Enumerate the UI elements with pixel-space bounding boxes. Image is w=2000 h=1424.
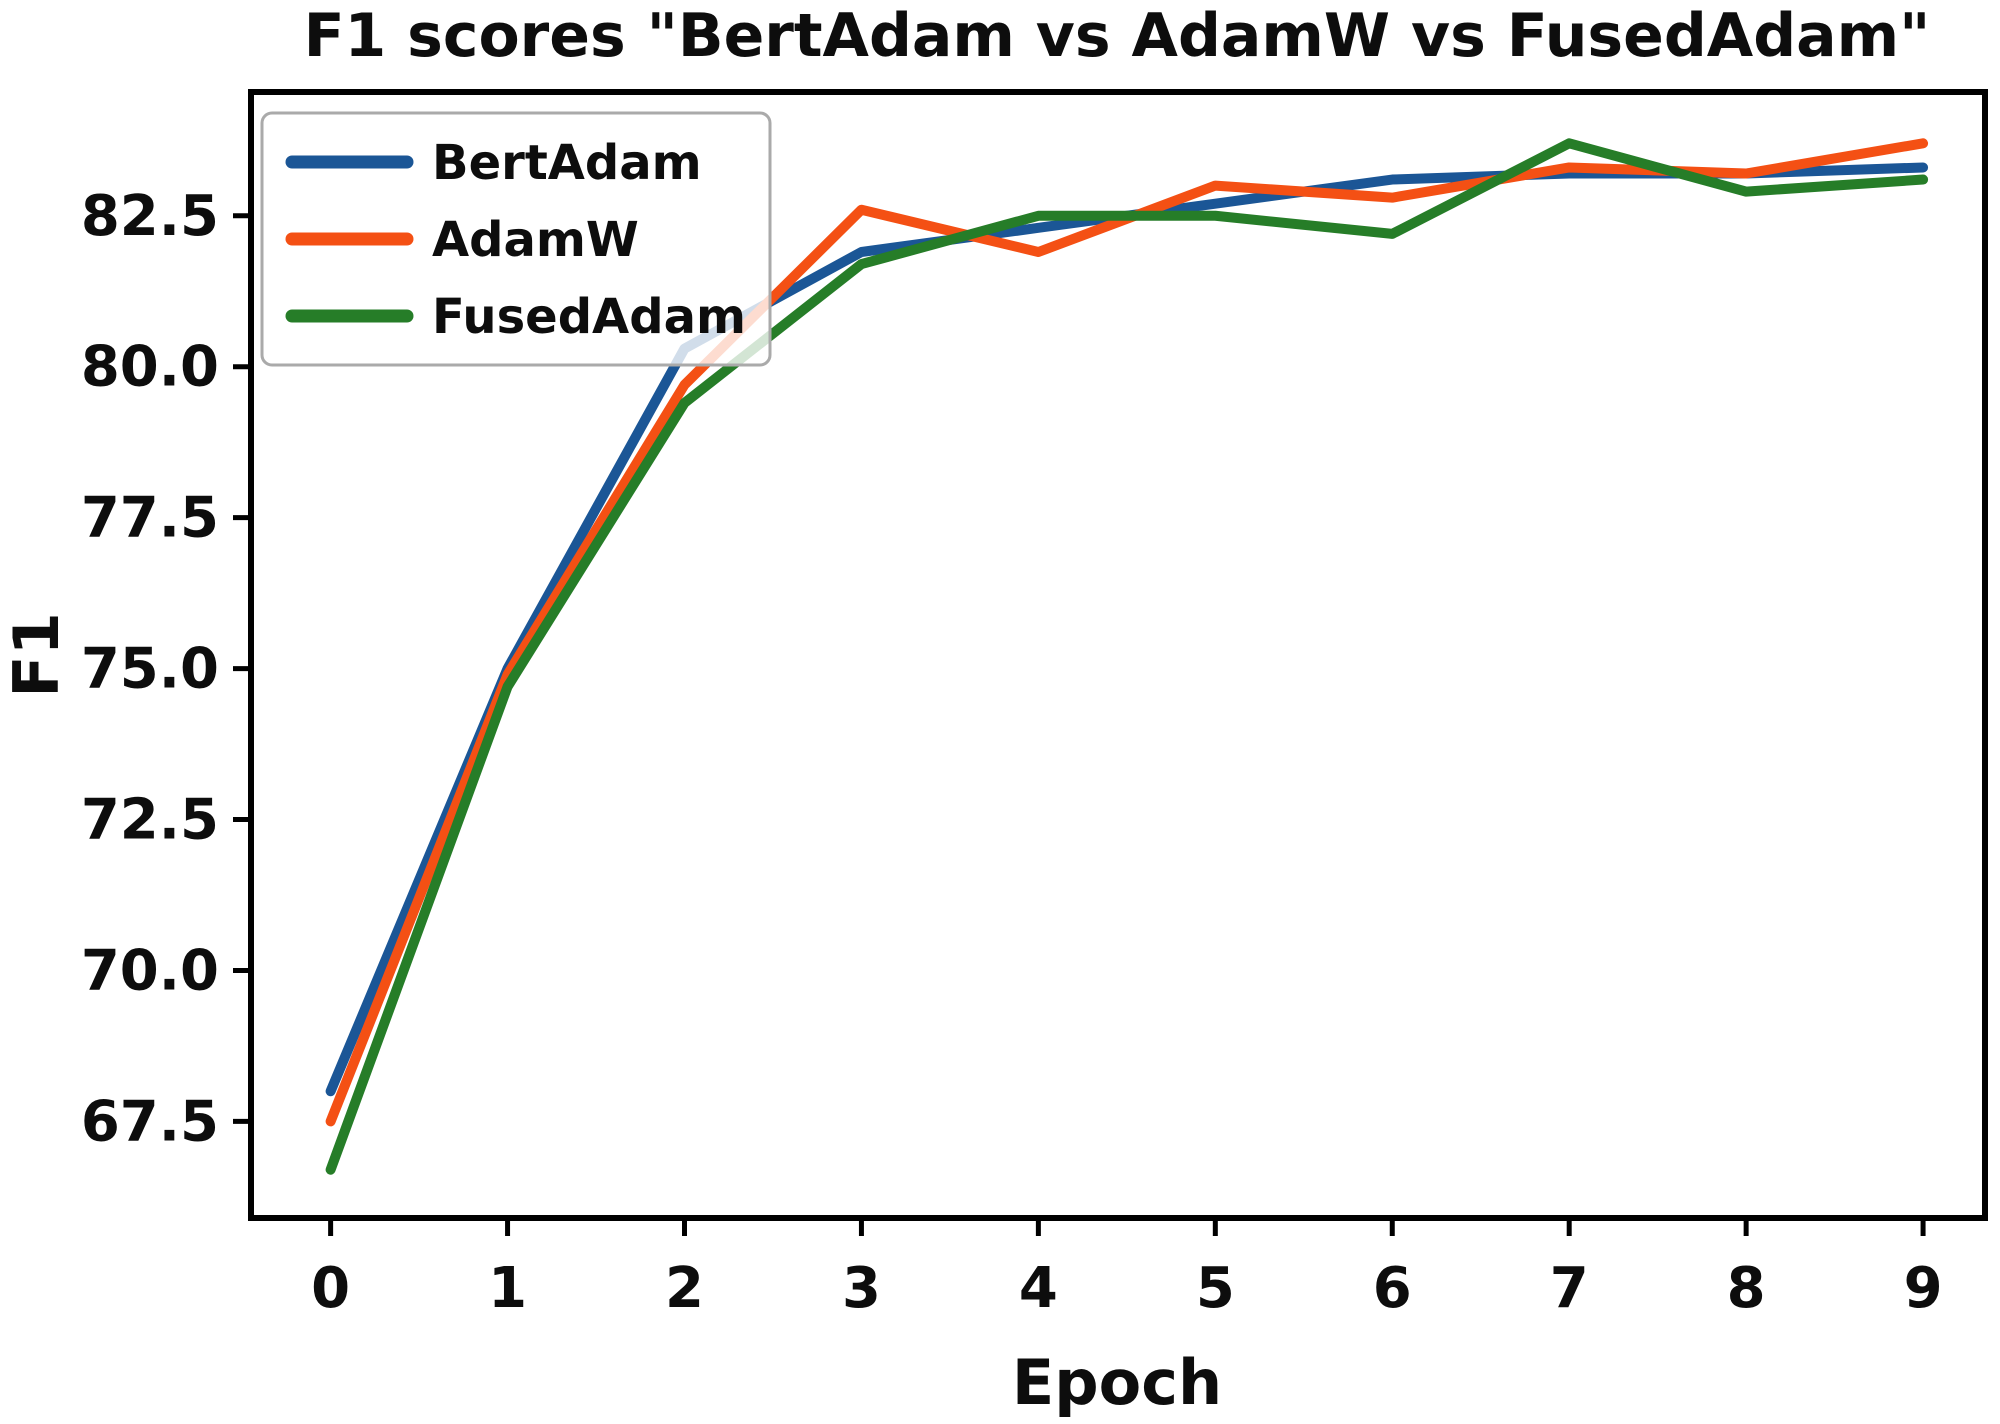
y-axis-label: F1 — [0, 612, 73, 698]
series-lines — [325, 138, 1929, 1175]
y-axis-ticks: 67.5 70.0 72.5 75.0 77.5 80.0 82.5 — [81, 184, 251, 1154]
x-axis-label: Epoch — [1012, 1346, 1222, 1419]
x-tick-label: 3 — [842, 1256, 881, 1321]
y-tick-label: 77.5 — [81, 486, 219, 551]
legend-label-adamw: AdamW — [432, 212, 639, 268]
y-tick-label: 80.0 — [81, 335, 219, 400]
x-tick-label: 4 — [1019, 1256, 1058, 1321]
x-tick-label: 0 — [311, 1256, 350, 1321]
legend-box — [260, 111, 772, 367]
chart-title: F1 scores "BertAdam vs AdamW vs FusedAda… — [304, 1, 1931, 71]
legend-label-fusedadam: FusedAdam — [432, 289, 746, 345]
y-tick-label: 70.0 — [81, 938, 219, 1003]
legend-label-bertadam: BertAdam — [432, 135, 702, 191]
x-tick-label: 8 — [1727, 1256, 1766, 1321]
legend: BertAdam AdamW FusedAdam — [260, 111, 772, 367]
y-tick-label: 75.0 — [81, 637, 219, 702]
series-line-fusedadam — [325, 138, 1929, 1175]
x-tick-label: 5 — [1196, 1256, 1235, 1321]
x-tick-label: 7 — [1550, 1256, 1589, 1321]
y-tick-label: 67.5 — [81, 1089, 219, 1154]
x-tick-label: 1 — [488, 1256, 527, 1321]
x-tick-label: 6 — [1373, 1256, 1412, 1321]
x-tick-label: 2 — [665, 1256, 704, 1321]
y-tick-label: 82.5 — [81, 184, 219, 249]
x-axis-ticks: 0 1 2 3 4 5 6 7 8 9 — [311, 1218, 1943, 1321]
plot-area — [248, 89, 1988, 1221]
y-tick-label: 72.5 — [81, 788, 219, 853]
x-tick-label: 9 — [1904, 1256, 1943, 1321]
